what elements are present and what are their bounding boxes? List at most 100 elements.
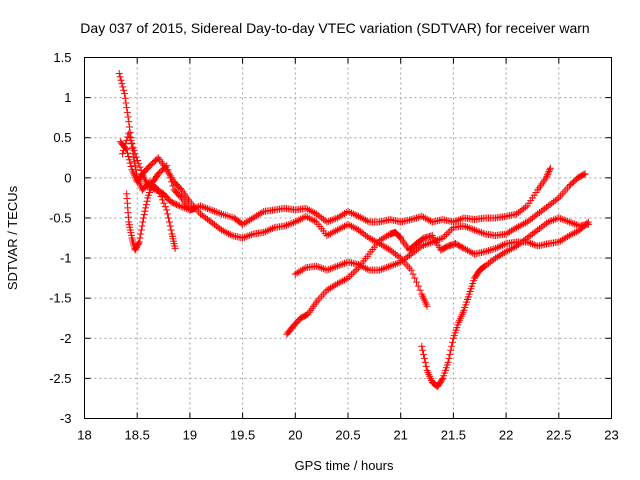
- data-point: [212, 208, 220, 216]
- data-point: [581, 170, 589, 178]
- data-point: [546, 166, 554, 174]
- data-point: [551, 215, 559, 223]
- data-point: [434, 236, 442, 244]
- data-point: [516, 222, 524, 230]
- data-point: [348, 209, 356, 217]
- data-point: [470, 226, 478, 234]
- data-point: [210, 207, 218, 215]
- data-point: [339, 277, 347, 285]
- data-points: [115, 70, 592, 390]
- data-point: [212, 222, 220, 230]
- data-point: [330, 228, 338, 236]
- data-point: [200, 213, 208, 221]
- data-point: [419, 346, 427, 354]
- data-point: [254, 211, 262, 219]
- data-point: [478, 229, 486, 237]
- data-point: [242, 233, 250, 241]
- data-point: [349, 210, 357, 218]
- data-point: [569, 230, 577, 238]
- data-point: [495, 252, 503, 260]
- data-point: [312, 262, 320, 270]
- data-point: [413, 246, 421, 254]
- data-point: [333, 226, 341, 234]
- y-tick-label: 1.5: [53, 50, 71, 65]
- data-point: [346, 221, 354, 229]
- data-point: [205, 217, 213, 225]
- data-point: [421, 241, 429, 249]
- data-point: [121, 94, 129, 102]
- data-point: [393, 259, 401, 267]
- data-point: [281, 222, 289, 230]
- data-point: [333, 280, 341, 288]
- data-point: [465, 224, 473, 232]
- data-point: [164, 166, 172, 174]
- data-point: [360, 215, 368, 223]
- data-point: [328, 264, 336, 272]
- data-point: [136, 234, 144, 242]
- data-point: [481, 262, 489, 270]
- data-point: [564, 217, 572, 225]
- data-point: [572, 228, 580, 236]
- data-point: [472, 227, 480, 235]
- data-point: [165, 170, 173, 178]
- data-point: [356, 227, 364, 235]
- data-point: [344, 274, 352, 282]
- data-point: [346, 208, 354, 216]
- data-point: [404, 253, 412, 261]
- data-point: [134, 156, 142, 164]
- data-point: [318, 214, 326, 222]
- data-point: [326, 284, 334, 292]
- data-point: [330, 282, 338, 290]
- data-point: [463, 223, 471, 231]
- data-point: [346, 272, 354, 280]
- data-point: [444, 358, 452, 366]
- data-point: [218, 226, 226, 234]
- data-point: [125, 156, 133, 164]
- data-point: [293, 217, 301, 225]
- data-point: [309, 216, 317, 224]
- data-point: [120, 86, 128, 94]
- data-point: [513, 224, 521, 232]
- data-point: [418, 212, 426, 220]
- data-point: [528, 214, 536, 222]
- data-point: [435, 235, 443, 243]
- data-point: [219, 227, 227, 235]
- data-point: [514, 223, 522, 231]
- data-point: [138, 222, 146, 230]
- series-track-6: [291, 170, 589, 278]
- data-point: [263, 227, 271, 235]
- data-point: [311, 209, 319, 217]
- series-track-4: [123, 162, 199, 254]
- data-point: [291, 218, 299, 226]
- data-point: [537, 223, 545, 231]
- data-point: [391, 260, 399, 268]
- data-point: [244, 232, 252, 240]
- x-tick-label: 23: [604, 428, 618, 443]
- data-point: [118, 80, 126, 88]
- data-point: [569, 219, 577, 227]
- data-point: [314, 211, 322, 219]
- data-point: [240, 233, 248, 241]
- data-point: [381, 264, 389, 272]
- data-point: [307, 215, 315, 223]
- data-point: [319, 265, 327, 273]
- data-point: [562, 217, 570, 225]
- data-point: [223, 229, 231, 237]
- data-point: [448, 342, 456, 350]
- data-point: [416, 243, 424, 251]
- data-point: [318, 264, 326, 272]
- data-point: [545, 167, 553, 175]
- data-point: [398, 257, 406, 265]
- data-point: [362, 216, 370, 224]
- data-point: [332, 227, 340, 235]
- data-point: [409, 270, 417, 278]
- data-point: [247, 215, 255, 223]
- data-point: [544, 169, 552, 177]
- x-tick-label: 20.5: [335, 428, 360, 443]
- data-point: [360, 230, 368, 238]
- data-point: [414, 282, 422, 290]
- data-point: [409, 249, 417, 257]
- data-point: [551, 197, 559, 205]
- data-point: [544, 171, 552, 179]
- data-point: [132, 153, 140, 161]
